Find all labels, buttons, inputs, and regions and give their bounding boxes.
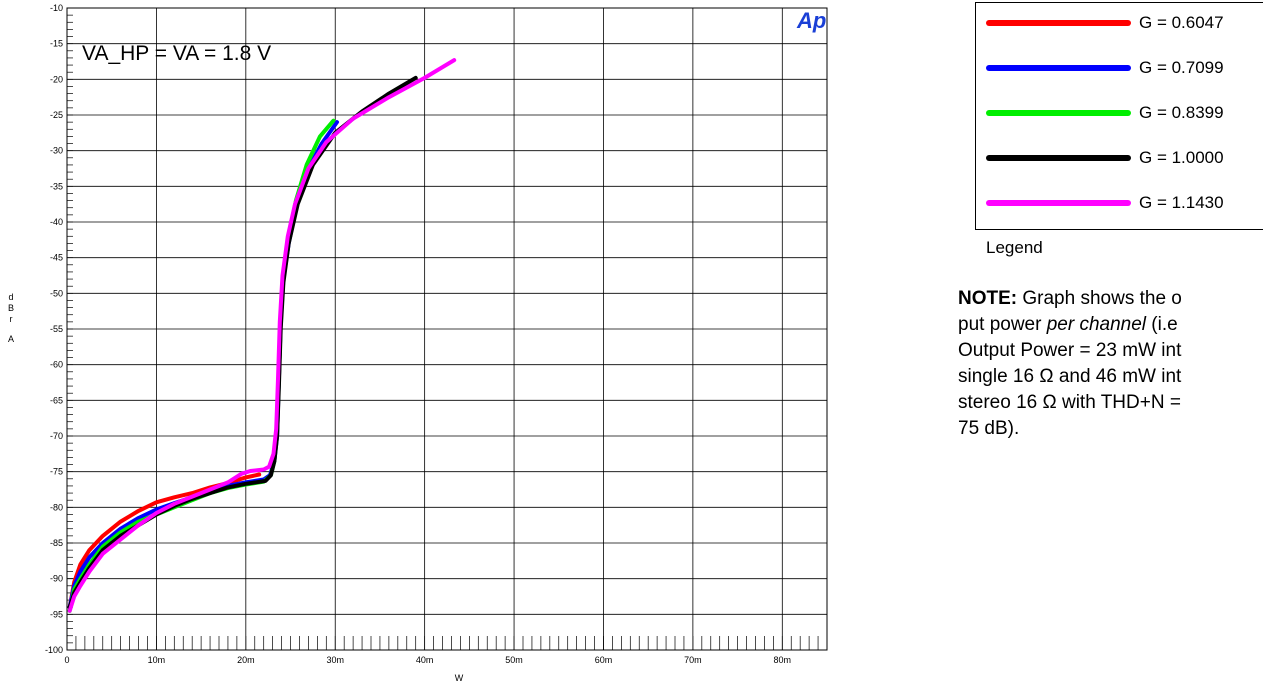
note-line3: Output Power = 23 mW int [958,340,1182,361]
x-tick-label: 70m [684,655,702,665]
plot-frame [66,7,828,651]
x-tick-label: 40m [416,655,434,665]
legend-label: G = 0.6047 [1139,13,1224,32]
y-tick-label: -85 [50,538,63,548]
y-tick-label: -65 [50,395,63,405]
y-tick-label: -55 [50,324,63,334]
x-tick-label: 10m [148,655,166,665]
y-tick-label: -75 [50,467,63,477]
y-tick-label: -90 [50,574,63,584]
thd-power-chart: -10 -15 -20 -25 -30 -35 -40 -45 -50 -55 -60 -65 -70 -… [8,3,828,683]
note-line4: single 16 Ω and 46 mW int [958,366,1182,387]
y-tick-label: -95 [50,609,63,619]
series-line [67,58,457,613]
legend-label: G = 1.1430 [1139,193,1224,212]
x-tick-label: 20m [237,655,255,665]
note-line5: stereo 16 Ω with THD+N = [958,392,1181,413]
y-tick-label: -25 [50,110,63,120]
legend-swatch [986,20,1131,26]
x-axis-label: W [455,673,464,683]
legend-swatch [986,110,1131,116]
legend-swatch [986,155,1131,161]
legend-label: G = 1.0000 [1139,148,1224,167]
ap-logo: Ap [796,8,826,33]
x-tick-label: 50m [505,655,523,665]
x-tick-label: 80m [774,655,792,665]
y-tick-label: -15 [50,39,63,49]
y-tick-label: -45 [50,253,63,263]
note-text: NOTE: Graph shows the o put power per ch… [958,286,1264,442]
note-line2: put power [958,314,1047,335]
series-line [67,75,418,610]
y-tick-label: -20 [50,74,63,84]
legend-label: G = 0.7099 [1139,58,1224,77]
x-tick-label: 30m [326,655,344,665]
legend-swatch [986,200,1131,206]
y-tick-label: -10 [50,3,63,13]
y-tick-label: -80 [50,502,63,512]
note-line6: 75 dB). [958,418,1020,439]
note-line1: Graph shows the o [1017,288,1182,309]
y-tick-label: -60 [50,360,63,370]
y-tick-label: -50 [50,288,63,298]
y-tick-label: -30 [50,146,63,156]
y-tick-label: -100 [45,645,63,655]
note-line2-end: (i.e [1146,314,1178,335]
y-tick-label: -40 [50,217,63,227]
legend-box: G = 0.6047 G = 0.7099 G = 0.8399 G = 1.0000… [975,2,1263,230]
y-tick-label: -70 [50,431,63,441]
y-tick-label: -35 [50,181,63,191]
legend-caption: Legend [986,238,1043,257]
legend-label: G = 0.8399 [1139,103,1224,122]
x-tick-label: 0 [64,655,69,665]
note-emphasis: per channel [1046,314,1147,335]
note-lead: NOTE: [958,288,1018,309]
x-tick-label: 60m [595,655,613,665]
annotation-label: VA_HP = VA = 1.8 V [82,42,271,65]
legend-swatch [986,65,1131,71]
